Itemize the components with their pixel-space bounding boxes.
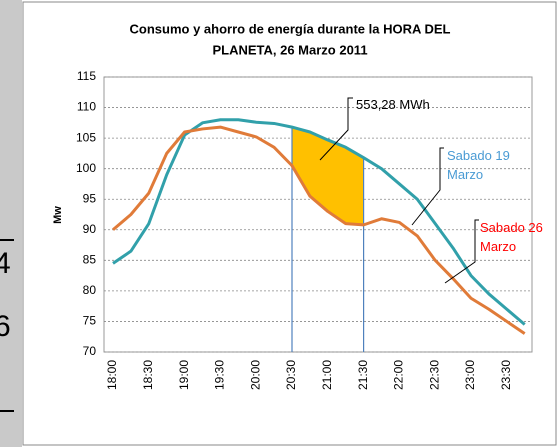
chart-title: PLANETA, 26 Marzo 2011 <box>212 42 367 57</box>
x-tick-label: 19:30 <box>213 360 227 390</box>
x-tick-label: 23:30 <box>499 360 513 390</box>
y-tick-label: 95 <box>83 191 97 205</box>
leader-line <box>444 219 479 284</box>
leader-line <box>319 97 353 161</box>
side-text: 4 <box>0 247 11 280</box>
x-tick-label: 20:30 <box>284 360 298 390</box>
y-tick-label: 110 <box>77 100 96 114</box>
x-tick-label: 21:30 <box>356 360 370 390</box>
side-text: 6 <box>0 310 11 343</box>
series-line <box>112 125 526 335</box>
y-tick-label: 75 <box>83 314 97 328</box>
annotation: Sabado 26 Marzo <box>480 220 543 254</box>
x-tick-label: 23:00 <box>463 360 477 390</box>
y-tick-label: 90 <box>83 222 97 236</box>
annotation: Sabado 19 Marzo <box>447 148 510 182</box>
series-line <box>112 118 526 326</box>
saving-area <box>292 127 364 225</box>
x-tick-label: 18:00 <box>105 360 119 390</box>
y-tick-label: 100 <box>76 161 96 175</box>
x-tick-label: 22:00 <box>392 360 406 390</box>
y-tick-label: 115 <box>77 69 96 83</box>
y-axis-label: Mw <box>52 206 64 224</box>
y-tick-label: 70 <box>83 344 97 358</box>
x-tick-label: 22:30 <box>427 360 441 390</box>
side-strip <box>0 0 22 447</box>
annotation: 553,28 MWh <box>356 97 430 112</box>
x-tick-label: 21:00 <box>320 360 334 390</box>
chart-title: Consumo y ahorro de energía durante la H… <box>130 21 451 36</box>
x-tick-label: 20:00 <box>248 360 262 390</box>
y-tick-label: 105 <box>76 130 96 144</box>
leader-line <box>411 147 444 226</box>
x-tick-label: 18:30 <box>141 360 155 390</box>
x-tick-label: 19:00 <box>177 360 191 390</box>
chart-frame <box>22 1 557 446</box>
y-tick-label: 80 <box>83 283 97 297</box>
y-tick-label: 85 <box>83 253 97 267</box>
